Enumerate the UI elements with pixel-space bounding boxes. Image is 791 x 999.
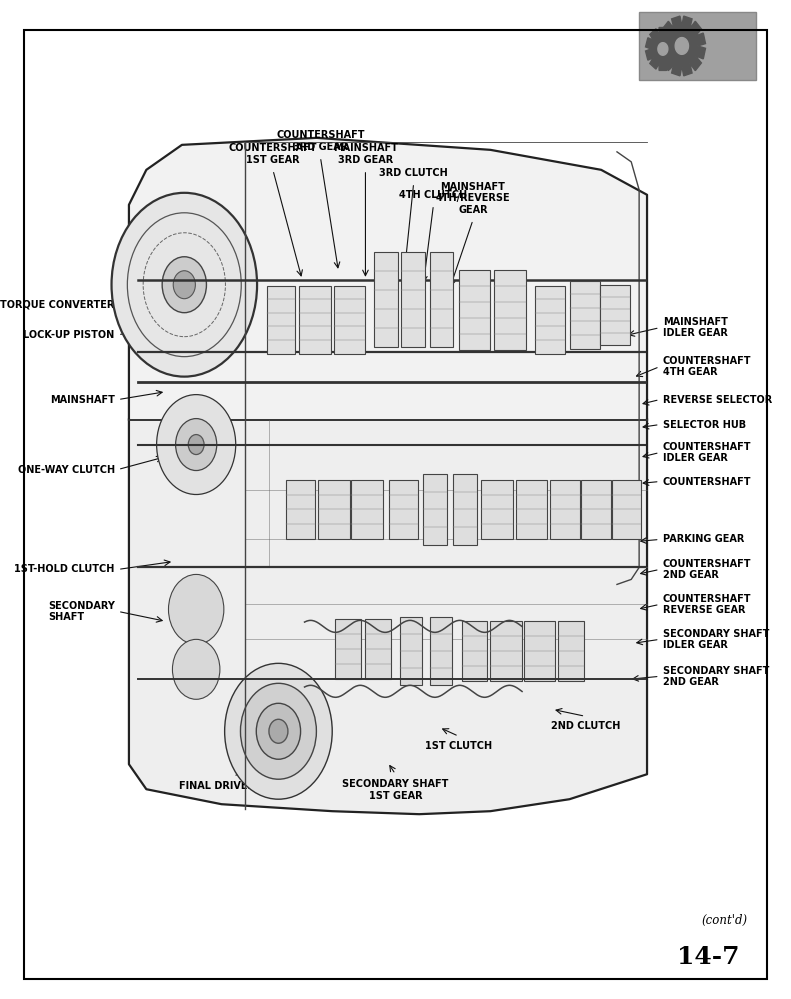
Circle shape (225, 663, 332, 799)
Circle shape (240, 683, 316, 779)
Circle shape (176, 419, 217, 471)
Bar (490, 621, 522, 681)
Bar (318, 480, 350, 539)
Text: FINAL DRIVEN GEAR: FINAL DRIVEN GEAR (179, 781, 288, 791)
Text: MAINSHAFT
3RD GEAR: MAINSHAFT 3RD GEAR (333, 143, 398, 165)
Text: SECONDARY
SHAFT: SECONDARY SHAFT (47, 600, 115, 622)
Bar (600, 285, 630, 345)
Circle shape (173, 271, 195, 299)
Bar (267, 286, 295, 354)
Circle shape (168, 574, 224, 644)
Text: MAINSHAFT: MAINSHAFT (50, 395, 115, 405)
Bar (570, 281, 600, 349)
Text: 3RD CLUTCH: 3RD CLUTCH (380, 168, 448, 178)
Text: COUNTERSHAFT
4TH GEAR: COUNTERSHAFT 4TH GEAR (663, 356, 751, 378)
Bar (516, 480, 547, 539)
Bar (612, 480, 641, 539)
Text: SELECTOR HUB: SELECTOR HUB (663, 420, 746, 430)
Polygon shape (676, 38, 688, 54)
Bar (334, 286, 365, 354)
Bar (423, 474, 447, 545)
Circle shape (256, 703, 301, 759)
Polygon shape (129, 420, 647, 814)
Bar (335, 619, 361, 679)
Text: MAINSHAFT
4TH/REVERSE
GEAR: MAINSHAFT 4TH/REVERSE GEAR (436, 182, 510, 215)
Bar (535, 286, 565, 354)
Circle shape (157, 395, 236, 495)
Text: COUNTERSHAFT
REVERSE GEAR: COUNTERSHAFT REVERSE GEAR (663, 593, 751, 615)
Text: COUNTERSHAFT
3RD GEAR: COUNTERSHAFT 3RD GEAR (276, 130, 365, 152)
Bar (389, 480, 418, 539)
Text: 14-7: 14-7 (677, 945, 740, 969)
Text: (cont'd): (cont'd) (702, 914, 747, 927)
Text: ONE-WAY CLUTCH: ONE-WAY CLUTCH (17, 465, 115, 475)
Circle shape (112, 193, 257, 377)
Polygon shape (658, 43, 668, 55)
Bar (494, 270, 526, 350)
Bar (550, 480, 580, 539)
Bar (374, 253, 398, 348)
Circle shape (172, 639, 220, 699)
Bar (453, 474, 477, 545)
Text: 1ST-HOLD CLUTCH: 1ST-HOLD CLUTCH (14, 564, 115, 574)
Text: 1ST CLUTCH: 1ST CLUTCH (426, 741, 492, 751)
Bar (401, 253, 425, 348)
Text: SECONDARY SHAFT
1ST GEAR: SECONDARY SHAFT 1ST GEAR (343, 779, 448, 801)
Circle shape (269, 719, 288, 743)
Text: SECONDARY SHAFT
IDLER GEAR: SECONDARY SHAFT IDLER GEAR (663, 628, 769, 650)
Bar (286, 480, 315, 539)
Bar (430, 617, 452, 685)
Text: MAINSHAFT
IDLER GEAR: MAINSHAFT IDLER GEAR (663, 317, 728, 339)
Text: PARKING GEAR: PARKING GEAR (663, 534, 744, 544)
Text: 4TH CLUTCH: 4TH CLUTCH (399, 190, 467, 200)
Polygon shape (129, 138, 647, 420)
Bar (365, 619, 391, 679)
Bar (481, 480, 513, 539)
Bar (351, 480, 383, 539)
Text: COUNTERSHAFT
IDLER GEAR: COUNTERSHAFT IDLER GEAR (663, 442, 751, 464)
Text: SECONDARY SHAFT
2ND GEAR: SECONDARY SHAFT 2ND GEAR (663, 665, 769, 687)
Bar (524, 621, 555, 681)
Polygon shape (658, 16, 706, 76)
Polygon shape (645, 28, 680, 70)
Text: REVERSE SELECTOR: REVERSE SELECTOR (663, 395, 772, 405)
Text: LOCK-UP PISTON: LOCK-UP PISTON (24, 330, 115, 340)
Text: TORQUE CONVERTER: TORQUE CONVERTER (0, 300, 115, 310)
Text: 2ND CLUTCH: 2ND CLUTCH (551, 721, 620, 731)
Bar (400, 617, 422, 685)
Circle shape (162, 257, 206, 313)
Bar (430, 253, 453, 348)
Text: COUNTERSHAFT
1ST GEAR: COUNTERSHAFT 1ST GEAR (229, 143, 317, 165)
Bar (459, 270, 490, 350)
Bar (462, 621, 487, 681)
FancyBboxPatch shape (639, 12, 756, 80)
Circle shape (188, 435, 204, 455)
Bar (299, 286, 331, 354)
Bar (558, 621, 584, 681)
Bar (581, 480, 611, 539)
Text: COUNTERSHAFT
2ND GEAR: COUNTERSHAFT 2ND GEAR (663, 558, 751, 580)
Text: COUNTERSHAFT: COUNTERSHAFT (663, 477, 751, 487)
